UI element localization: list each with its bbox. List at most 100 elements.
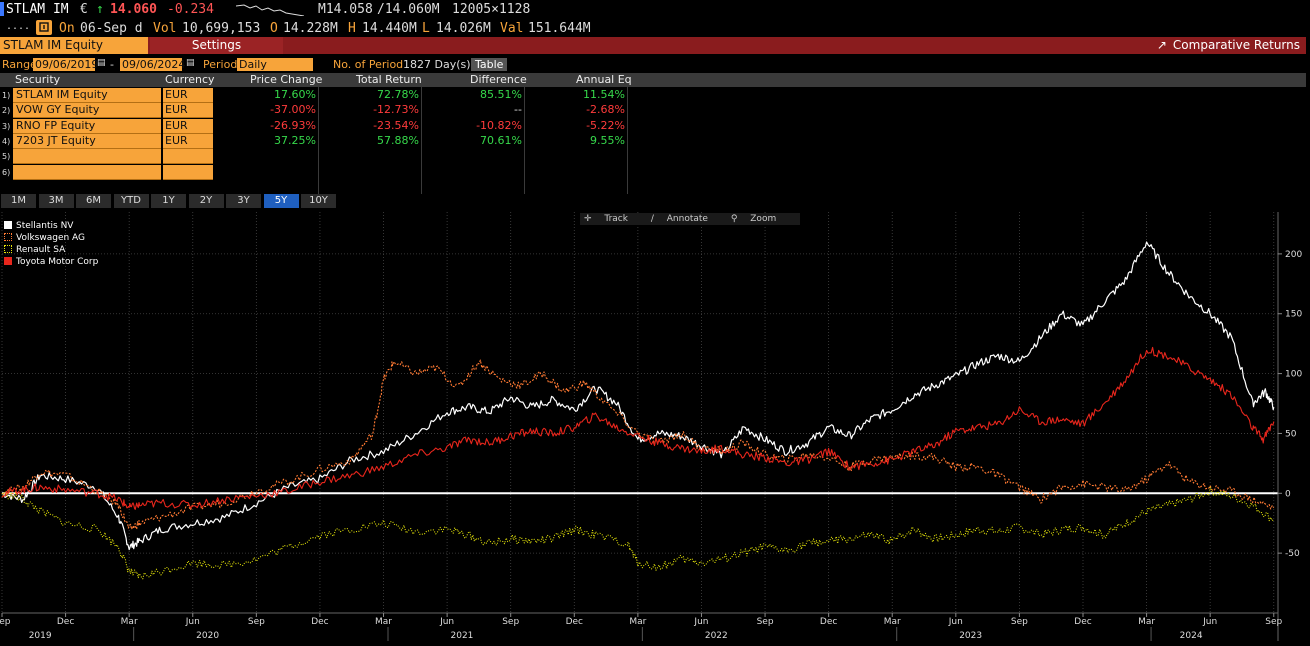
period-btn-1m[interactable]: 1M: [1, 194, 36, 208]
x-tick-label: Sep: [757, 617, 774, 627]
magnifier-icon: ⚲: [730, 214, 741, 224]
x-tick-label: Sep: [0, 617, 11, 627]
currency-cell[interactable]: [163, 164, 213, 180]
range-dash: -: [110, 58, 114, 71]
volume: 10,699,153: [182, 21, 261, 36]
series-line-toyota[interactable]: [1, 346, 1275, 510]
row-index: 3): [2, 121, 11, 131]
ticker[interactable]: STLAM IM: [6, 2, 69, 17]
security-cell[interactable]: [13, 149, 161, 165]
currency-symbol: €: [80, 2, 88, 17]
calendar-icon[interactable]: ▤: [186, 58, 195, 68]
legend-label: Stellantis NV: [16, 221, 74, 231]
col-security[interactable]: Security: [15, 73, 61, 86]
legend-swatch: [4, 245, 12, 253]
high-label: H: [348, 21, 356, 36]
x-tick-label: Jun: [185, 617, 200, 627]
alert-icon[interactable]: [36, 20, 52, 35]
table-header-bg: [0, 73, 1306, 87]
security-cell[interactable]: STLAM IM Equity: [13, 88, 161, 103]
price-change-cell: -26.93%: [270, 118, 316, 132]
sparkline-icon: [236, 4, 304, 16]
period-label: Period: [203, 58, 238, 71]
value-traded: 151.644M: [528, 21, 591, 36]
period-btn-2y[interactable]: 2Y: [188, 194, 224, 208]
x-tick-label: Dec: [1074, 617, 1091, 627]
x-tick-label: Dec: [57, 617, 74, 627]
function-header: STLAM IM Equity Settings ↗ Comparative Re…: [0, 37, 1306, 54]
year-label: 2024: [1180, 631, 1203, 641]
x-tick-label: Dec: [820, 617, 837, 627]
chart-toolbar: ✛ Track ∕ Annotate ⚲ Zoom: [580, 213, 801, 225]
col-price-change[interactable]: Price Change: [250, 73, 323, 86]
period-btn-3y[interactable]: 3Y: [226, 194, 261, 208]
difference-cell: 70.61%: [480, 133, 522, 147]
x-tick-label: Jun: [693, 617, 708, 627]
security-cell[interactable]: VOW GY Equity: [13, 103, 161, 119]
settings-button[interactable]: Settings: [150, 37, 283, 54]
calendar-icon[interactable]: ▤: [97, 58, 106, 68]
currency-cell[interactable]: [163, 149, 213, 165]
annual-eq-cell: -5.22%: [586, 118, 625, 132]
series-line-renault[interactable]: [1, 486, 1275, 580]
x-tick-label: Mar: [1138, 617, 1155, 627]
legend-item[interactable]: Stellantis NV: [4, 220, 98, 232]
external-link-icon[interactable]: ↗: [1156, 38, 1167, 52]
x-tick-label: Jun: [948, 617, 963, 627]
track-button[interactable]: ✛ Track: [584, 214, 628, 224]
security-cell[interactable]: RNO FP Equity: [13, 118, 161, 134]
quote-detail-bar: .... On 06-Sep d Vol 10,699,153 O 14.228…: [0, 19, 1310, 37]
period-btn-3m[interactable]: 3M: [38, 194, 74, 208]
currency-cell[interactable]: EUR: [163, 118, 213, 134]
currency-cell[interactable]: EUR: [163, 133, 213, 149]
series-line-stellantis[interactable]: [1, 241, 1275, 551]
col-currency[interactable]: Currency: [165, 73, 215, 86]
col-annual-eq[interactable]: Annual Eq: [576, 73, 632, 86]
period-btn-1y[interactable]: 1Y: [151, 194, 186, 208]
difference-cell: --: [514, 103, 522, 117]
crosshair-icon: ✛: [584, 214, 595, 224]
divider: [421, 87, 422, 194]
currency-cell[interactable]: EUR: [163, 103, 213, 119]
open-price: 14.228M: [283, 21, 338, 36]
security-cell[interactable]: [13, 164, 161, 180]
annual-eq-cell: 11.54%: [583, 88, 625, 101]
active-tab-marker: [0, 2, 4, 16]
divider: [627, 87, 628, 194]
mid-price: M14.058: [318, 2, 373, 17]
annotate-button[interactable]: ∕ Annotate: [650, 214, 708, 224]
period-select[interactable]: Daily: [237, 58, 313, 71]
legend-label: Toyota Motor Corp: [16, 257, 99, 267]
period-btn-10y[interactable]: 10Y: [301, 194, 336, 208]
x-tick-label: Mar: [884, 617, 901, 627]
legend-item[interactable]: Toyota Motor Corp: [4, 256, 98, 268]
comparative-returns-chart[interactable]: 200 150 100 50 0 -50 Sep Dec Mar Jun Sep Dec Mar Jun S…: [0, 210, 1306, 642]
title-text: Comparative Returns: [1172, 38, 1300, 52]
legend-item[interactable]: Renault SA: [4, 244, 98, 256]
period-btn-5y[interactable]: 5Y: [263, 194, 299, 208]
table-button[interactable]: Table: [471, 58, 508, 71]
security-cell[interactable]: 7203 JT Equity: [13, 133, 161, 149]
row-index: 5): [2, 152, 11, 162]
zoom-button[interactable]: ⚲ Zoom: [730, 214, 777, 224]
y-tick-label: -50: [1285, 549, 1300, 559]
col-total-return[interactable]: Total Return: [356, 73, 422, 86]
currency-cell[interactable]: EUR: [163, 88, 213, 103]
row-index: 1): [2, 91, 11, 100]
difference-cell: -10.82%: [476, 118, 522, 132]
open-label: O: [270, 21, 278, 36]
year-label: 2021: [451, 631, 474, 641]
legend-item[interactable]: Volkswagen AG: [4, 232, 98, 244]
security-field[interactable]: STLAM IM Equity: [0, 37, 148, 54]
comparative-returns-title: ↗ Comparative Returns: [1157, 38, 1300, 52]
range-end-input[interactable]: 09/06/2024: [120, 58, 186, 71]
legend-swatch: [4, 233, 12, 241]
period-btn-6m[interactable]: 6M: [76, 194, 111, 208]
range-start-input[interactable]: 09/06/2019: [33, 58, 99, 71]
col-difference[interactable]: Difference: [470, 73, 527, 86]
row-index: 2): [2, 106, 11, 116]
period-btn-ytd[interactable]: YTD: [113, 194, 149, 208]
year-label: 2020: [196, 631, 219, 641]
price-change-cell: -37.00%: [270, 103, 316, 117]
high-price: 14.440M: [362, 21, 417, 36]
